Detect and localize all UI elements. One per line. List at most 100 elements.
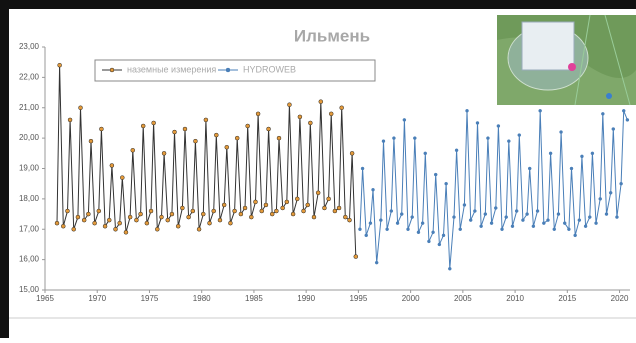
data-point: [155, 227, 159, 231]
legend-marker: [110, 68, 114, 72]
map-marker: [568, 63, 576, 71]
data-point: [375, 261, 378, 264]
data-point: [580, 155, 583, 158]
data-point: [539, 109, 542, 112]
data-point: [501, 228, 504, 231]
data-point: [476, 121, 479, 124]
data-point: [452, 216, 455, 219]
data-point: [139, 212, 143, 216]
data-point: [459, 228, 462, 231]
data-point: [235, 136, 239, 140]
x-tick-label: 2000: [402, 294, 420, 303]
data-point: [58, 63, 62, 67]
data-point: [448, 267, 451, 270]
data-point: [595, 222, 598, 225]
y-tick-label: 22,00: [19, 72, 40, 81]
data-point: [159, 215, 163, 219]
data-point: [455, 149, 458, 152]
data-point: [107, 218, 111, 222]
data-point: [424, 152, 427, 155]
data-point: [173, 130, 177, 134]
data-point: [407, 228, 410, 231]
data-point: [605, 213, 608, 216]
data-point: [103, 224, 107, 228]
data-point: [131, 148, 135, 152]
data-point: [291, 212, 295, 216]
data-point: [65, 209, 69, 213]
data-point: [134, 218, 138, 222]
data-point: [507, 140, 510, 143]
data-point: [114, 227, 118, 231]
data-point: [55, 221, 59, 225]
data-point: [267, 127, 271, 131]
data-point: [386, 228, 389, 231]
data-point: [622, 109, 625, 112]
data-point: [170, 212, 174, 216]
data-point: [180, 206, 184, 210]
x-tick-label: 2005: [454, 294, 472, 303]
y-tick-label: 17,00: [19, 224, 40, 233]
data-point: [124, 230, 128, 234]
x-tick-label: 1980: [193, 294, 211, 303]
data-point: [382, 140, 385, 143]
data-point: [333, 209, 337, 213]
data-point: [337, 206, 341, 210]
data-point: [480, 225, 483, 228]
data-point: [536, 210, 539, 213]
map-marker: [606, 93, 612, 99]
data-point: [93, 221, 97, 225]
data-point: [162, 151, 166, 155]
data-point: [110, 163, 114, 167]
data-point: [365, 234, 368, 237]
data-point: [233, 209, 237, 213]
data-point: [354, 255, 358, 259]
data-point: [295, 197, 299, 201]
data-point: [191, 209, 195, 213]
data-point: [120, 176, 124, 180]
x-tick-label: 1995: [349, 294, 367, 303]
data-point: [379, 219, 382, 222]
data-point: [72, 227, 76, 231]
data-point: [511, 225, 514, 228]
data-point: [68, 118, 72, 122]
data-point: [515, 210, 518, 213]
data-point: [599, 197, 602, 200]
data-point: [542, 222, 545, 225]
legend-label: HYDROWEB: [243, 64, 296, 74]
data-point: [469, 219, 472, 222]
data-point: [246, 124, 250, 128]
x-tick-label: 1970: [88, 294, 106, 303]
data-point: [225, 145, 229, 149]
data-point: [274, 209, 278, 213]
data-point: [372, 188, 375, 191]
y-tick-label: 15,00: [19, 285, 40, 294]
data-point: [484, 213, 487, 216]
data-point: [183, 127, 187, 131]
data-point: [327, 197, 331, 201]
data-point: [400, 213, 403, 216]
data-point: [256, 112, 260, 116]
data-point: [626, 118, 629, 121]
data-point: [316, 191, 320, 195]
data-point: [390, 210, 393, 213]
data-point: [322, 206, 326, 210]
data-point: [312, 215, 316, 219]
data-point: [528, 167, 531, 170]
data-point: [264, 203, 268, 207]
data-point: [473, 210, 476, 213]
data-point: [526, 213, 529, 216]
data-point: [214, 133, 218, 137]
data-point: [615, 216, 618, 219]
data-point: [82, 218, 86, 222]
y-tick-label: 23,00: [19, 42, 40, 51]
data-point: [427, 240, 430, 243]
data-point: [560, 131, 563, 134]
data-point: [145, 221, 149, 225]
data-point: [201, 212, 205, 216]
data-point: [306, 203, 310, 207]
data-point: [532, 225, 535, 228]
data-point: [403, 118, 406, 121]
data-point: [308, 121, 312, 125]
data-point: [218, 218, 222, 222]
data-point: [166, 218, 170, 222]
